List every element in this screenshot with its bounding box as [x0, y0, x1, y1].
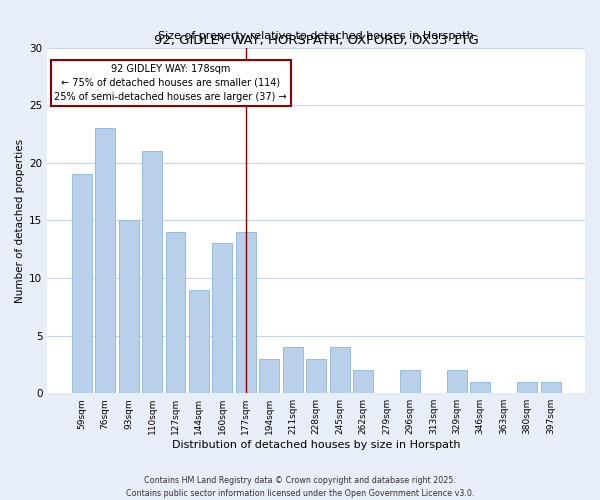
Bar [447, 370, 467, 393]
Bar [142, 152, 162, 393]
Bar [353, 370, 373, 393]
Bar [189, 290, 209, 393]
Bar [212, 244, 232, 393]
Bar [541, 382, 560, 393]
Bar [236, 232, 256, 393]
Bar [470, 382, 490, 393]
Text: 92 GIDLEY WAY: 178sqm
← 75% of detached houses are smaller (114)
25% of semi-det: 92 GIDLEY WAY: 178sqm ← 75% of detached … [55, 64, 287, 102]
Bar [283, 347, 302, 393]
Bar [306, 358, 326, 393]
Bar [517, 382, 537, 393]
Bar [119, 220, 139, 393]
Text: Size of property relative to detached houses in Horspath: Size of property relative to detached ho… [158, 31, 474, 41]
Bar [166, 232, 185, 393]
Y-axis label: Number of detached properties: Number of detached properties [15, 138, 25, 302]
Bar [400, 370, 420, 393]
Text: Contains HM Land Registry data © Crown copyright and database right 2025.
Contai: Contains HM Land Registry data © Crown c… [126, 476, 474, 498]
Title: 92, GIDLEY WAY, HORSPATH, OXFORD, OX33 1TG: 92, GIDLEY WAY, HORSPATH, OXFORD, OX33 1… [154, 34, 479, 46]
Bar [329, 347, 350, 393]
X-axis label: Distribution of detached houses by size in Horspath: Distribution of detached houses by size … [172, 440, 460, 450]
Bar [95, 128, 115, 393]
Bar [72, 174, 92, 393]
Bar [259, 358, 279, 393]
